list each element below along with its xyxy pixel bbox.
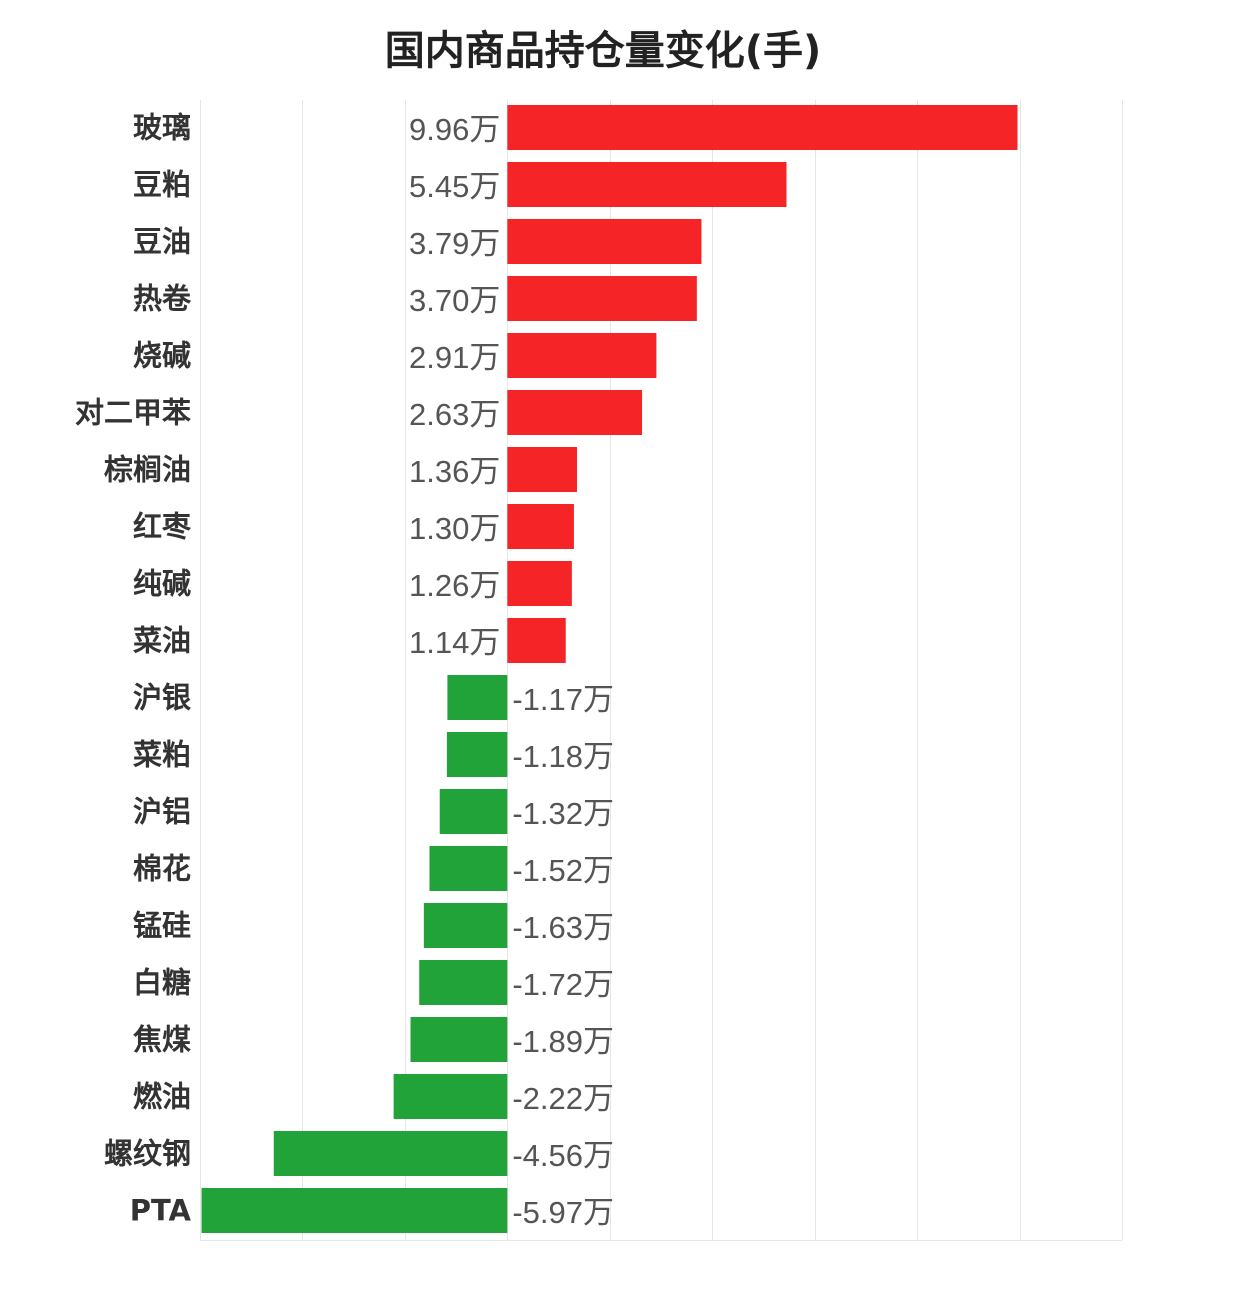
value-label-5: 2.63万	[409, 397, 500, 432]
bar-4	[507, 333, 657, 378]
bar-16	[410, 1017, 508, 1062]
bar-17	[393, 1074, 508, 1119]
category-label-9: 菜油	[133, 624, 191, 658]
category-label-8: 纯碱	[133, 567, 191, 601]
bar-10	[447, 675, 508, 720]
chart-title: 国内商品持仓量变化(手)	[384, 28, 822, 74]
category-label-17: 燃油	[133, 1080, 191, 1114]
category-label-15: 白糖	[133, 966, 191, 1000]
category-label-13: 棉花	[133, 852, 191, 886]
bar-18	[273, 1131, 508, 1176]
category-label-6: 棕榈油	[104, 453, 191, 487]
bar-9	[507, 618, 566, 663]
value-label-17: -2.22万	[512, 1081, 614, 1116]
category-label-16: 焦煤	[133, 1023, 191, 1057]
value-label-13: -1.52万	[512, 853, 614, 888]
bar-1	[507, 162, 787, 207]
category-label-10: 沪银	[133, 681, 191, 715]
value-label-1: 5.45万	[409, 169, 500, 204]
bar-0	[507, 105, 1018, 150]
value-label-0: 9.96万	[409, 112, 500, 147]
bar-15	[419, 960, 508, 1005]
bar-3	[507, 276, 697, 321]
category-label-18: 螺纹钢	[104, 1137, 191, 1171]
value-label-11: -1.18万	[512, 739, 614, 774]
grid-lines	[200, 100, 1123, 1241]
bar-13	[429, 846, 508, 891]
bar-8	[507, 561, 572, 606]
value-label-6: 1.36万	[409, 454, 500, 489]
value-label-15: -1.72万	[512, 967, 614, 1002]
bar-7	[507, 504, 574, 549]
category-label-5: 对二甲苯	[75, 396, 191, 430]
category-label-2: 豆油	[133, 225, 191, 259]
value-label-18: -4.56万	[512, 1138, 614, 1173]
category-label-11: 菜粕	[133, 738, 191, 772]
bar-14	[423, 903, 508, 948]
category-label-12: 沪铝	[133, 795, 191, 829]
category-label-1: 豆粕	[133, 168, 191, 202]
value-label-2: 3.79万	[409, 226, 500, 261]
bar-12	[439, 789, 508, 834]
bar-2	[507, 219, 702, 264]
bars	[201, 105, 1018, 1233]
value-label-12: -1.32万	[512, 796, 614, 831]
value-label-8: 1.26万	[409, 568, 500, 603]
category-label-14: 锰硅	[133, 909, 191, 943]
category-label-4: 烧碱	[133, 339, 191, 373]
bar-19	[201, 1188, 508, 1233]
bar-11	[446, 732, 508, 777]
value-label-19: -5.97万	[512, 1195, 614, 1230]
category-label-0: 玻璃	[133, 111, 191, 145]
value-label-3: 3.70万	[409, 283, 500, 318]
value-label-7: 1.30万	[409, 511, 500, 546]
value-label-14: -1.63万	[512, 910, 614, 945]
category-label-7: 红枣	[133, 510, 192, 544]
bar-6	[507, 447, 577, 492]
value-label-9: 1.14万	[409, 625, 500, 660]
category-label-3: 热卷	[133, 282, 192, 316]
bar-5	[507, 390, 643, 435]
value-label-4: 2.91万	[409, 340, 500, 375]
value-label-16: -1.89万	[512, 1024, 614, 1059]
value-label-10: -1.17万	[512, 682, 614, 717]
category-label-19: PTA	[130, 1194, 192, 1228]
